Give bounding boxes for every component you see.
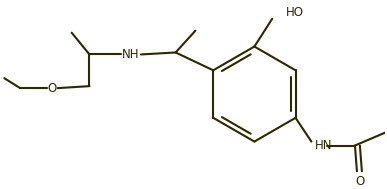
Text: O: O (47, 82, 57, 95)
Text: O: O (355, 175, 365, 188)
Text: HO: HO (286, 6, 304, 19)
Text: HN: HN (315, 139, 333, 152)
Text: NH: NH (122, 48, 140, 61)
